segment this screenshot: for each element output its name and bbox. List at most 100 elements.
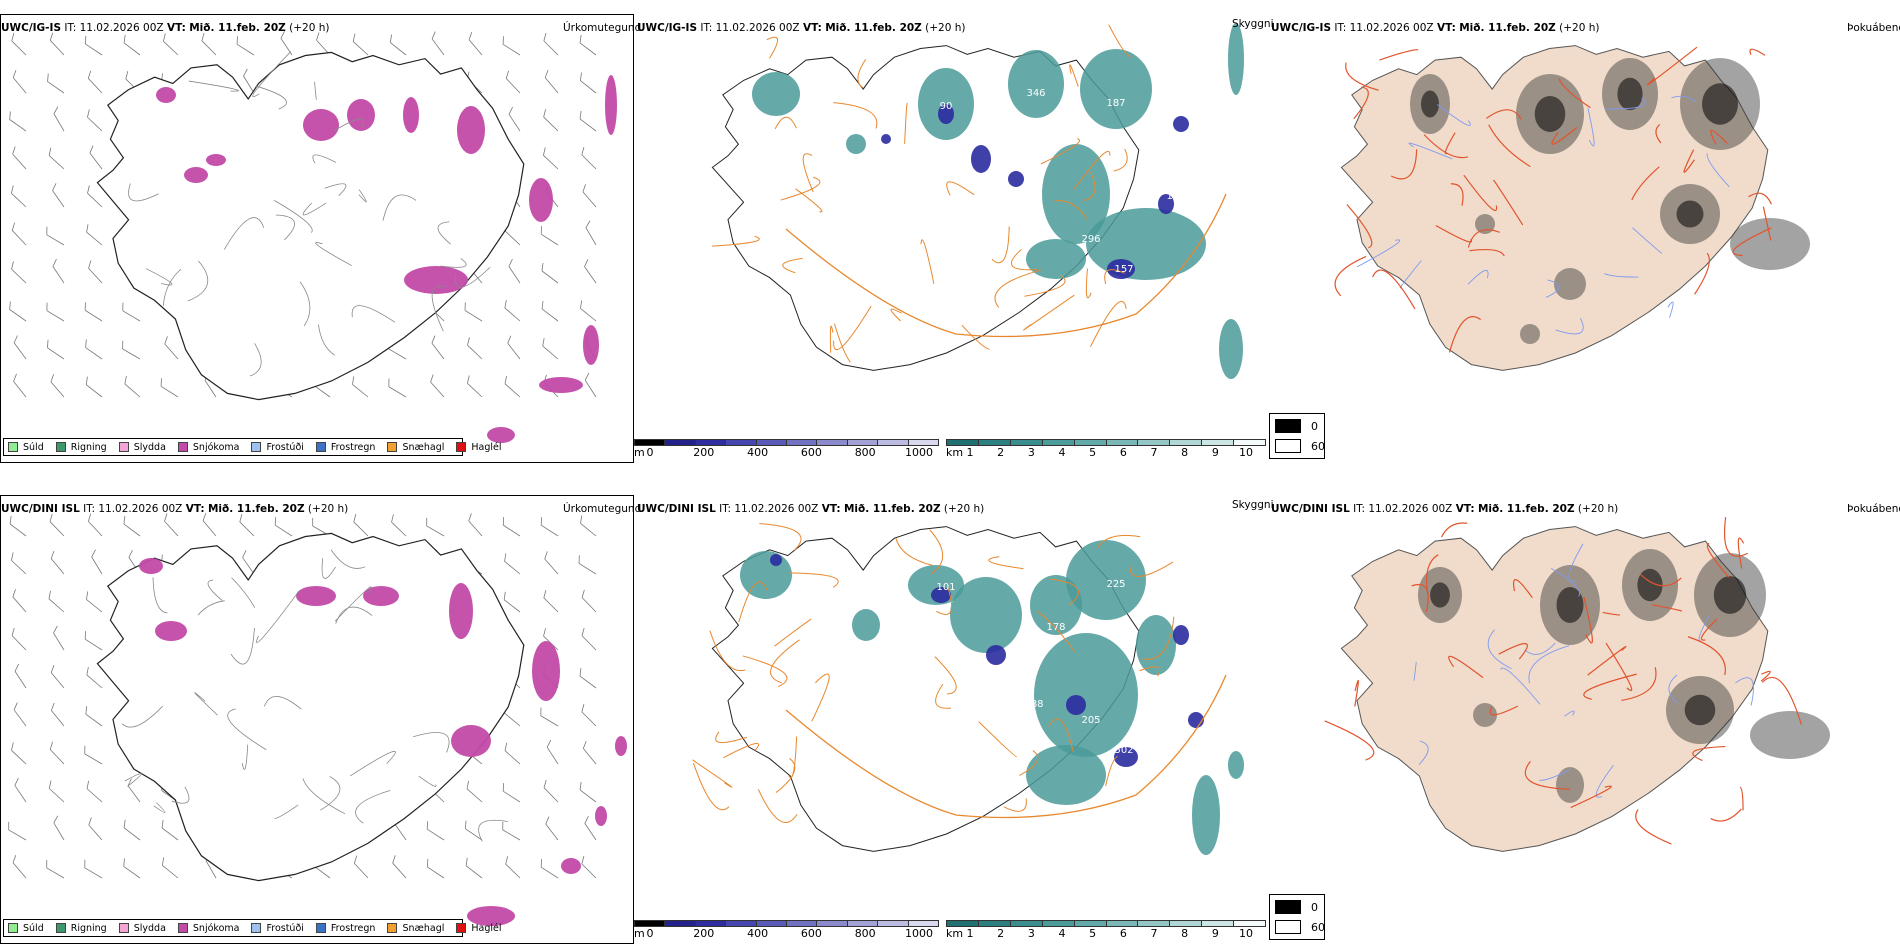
colorbar-tick: 10 xyxy=(1239,446,1253,459)
legend-label: Súld xyxy=(23,441,44,453)
legend-swatch xyxy=(8,923,18,933)
legend-label: Haglél xyxy=(471,922,502,934)
precip-legend-item: Rigning xyxy=(55,441,107,453)
legend-swatch xyxy=(177,923,188,933)
colorbar-tick: 3 xyxy=(1027,927,1035,940)
cloudbase-colorbar-ig: m 0 200 400 600 800 1000 xyxy=(634,439,939,461)
colorbar-segment xyxy=(847,921,879,926)
legend-label: Rigning xyxy=(70,922,107,934)
cloud-base-label: 101 xyxy=(936,582,955,593)
colorbar-segment xyxy=(908,440,939,445)
visibility-colorbar-dini: km 1 2 3 4 5 6 7 8 9 10 xyxy=(946,920,1266,942)
cloud-base-label: 90 xyxy=(940,101,953,112)
precip-title-dini: UWC/DINI ISL IT: 11.02.2026 00Z VT: Mið.… xyxy=(1,503,349,515)
fog-swatch xyxy=(1275,920,1301,934)
precip-legend: Súld Rigning Slydda Snjókoma Frostúði Frostre… xyxy=(3,919,502,937)
colorbar-segment xyxy=(635,440,666,445)
cloud-base-label: 205 xyxy=(1081,715,1100,726)
fog-swatch xyxy=(1275,439,1301,453)
colorbar-tick: 400 xyxy=(747,446,769,459)
colorbar-segment xyxy=(1234,440,1266,445)
precip-map xyxy=(9,30,617,443)
colorbar-segment xyxy=(726,440,757,445)
colorbar-segment xyxy=(1202,921,1235,926)
precip-label-ig: Úrkomutegund xyxy=(563,22,642,34)
legend-swatch xyxy=(55,442,66,452)
colorbar-segment xyxy=(726,921,757,926)
colorbar-segment xyxy=(978,921,1011,926)
legend-label: Slydda xyxy=(133,922,166,934)
colorbar-tick: 7 xyxy=(1150,446,1158,459)
fog-legend-ig: 0 60 xyxy=(1269,413,1325,459)
colorbar-tick: 5 xyxy=(1089,446,1097,459)
colorbar-tick: 2 xyxy=(997,446,1005,459)
colorbar-tick: 9 xyxy=(1211,446,1219,459)
fog-panel-dini xyxy=(1270,495,1900,915)
colorbar-unit: km xyxy=(946,927,964,940)
colorbar-strip xyxy=(946,920,1266,927)
colorbar-segment xyxy=(878,440,909,445)
colorbar-segment xyxy=(1106,921,1139,926)
colorbar-unit: m xyxy=(634,927,645,940)
fog-legend-item: 0 xyxy=(1275,419,1318,433)
colorbar-strip xyxy=(634,920,939,927)
precip-legend-item: Snjókoma xyxy=(177,441,240,453)
legend-swatch xyxy=(315,923,326,933)
colorbar-segment xyxy=(947,440,979,445)
legend-label: Frostúði xyxy=(266,922,304,934)
colorbar-segment xyxy=(978,440,1011,445)
cloud-label-ig: Skyggni xyxy=(1232,18,1274,30)
colorbar-segment xyxy=(695,921,727,926)
precip-legend-item: Snæhagl xyxy=(387,923,444,934)
colorbar-segment xyxy=(756,921,788,926)
colorbar-tick: 0 xyxy=(646,446,654,459)
precip-type-panel-dini: Súld Rigning Slydda Snjókoma Frostúði Frostre… xyxy=(0,495,634,944)
cloud-base-label: 346 xyxy=(1026,88,1045,99)
cloud-base-label: 187 xyxy=(1106,98,1125,109)
fog-legend-label: 60 xyxy=(1311,920,1325,934)
cloud-title-ig: UWC/IG-IS IT: 11.02.2026 00Z VT: Mið. 11… xyxy=(637,22,966,34)
fog-legend-label: 0 xyxy=(1311,419,1318,433)
colorbar-segment xyxy=(1042,921,1075,926)
colorbar-tick: 4 xyxy=(1058,927,1066,940)
colorbar-tick: 6 xyxy=(1119,446,1127,459)
cloud-base-label: 157 xyxy=(1114,264,1133,275)
colorbar-segment xyxy=(1170,440,1203,445)
colorbar-segment xyxy=(908,921,939,926)
legend-label: Snæhagl xyxy=(402,922,445,934)
colorbar-segment xyxy=(847,440,879,445)
legend-label: Rigning xyxy=(70,441,107,453)
cloud-base-label: 180 xyxy=(1166,191,1185,202)
cloud-visibility-panel-dini: 101 510 225 178 88 688 205 502 557 133 xyxy=(636,495,1266,935)
precip-label-dini: Úrkomutegund xyxy=(563,503,642,515)
cloud-label-dini: Skyggni xyxy=(1232,499,1274,511)
cloud-base-label: 502 xyxy=(1114,745,1133,756)
colorbar-segment xyxy=(756,440,788,445)
legend-swatch xyxy=(387,442,398,452)
colorbar-segment xyxy=(1202,440,1235,445)
precip-type-panel-ig: Súld Rigning Slydda Snjókoma Frostúði Frostre… xyxy=(0,14,634,463)
colorbar-segment xyxy=(1010,921,1043,926)
colorbar-tick: 10 xyxy=(1239,927,1253,940)
legend-swatch xyxy=(251,442,262,452)
legend-label: Snæhagl xyxy=(402,441,445,453)
legend-swatch xyxy=(177,442,188,452)
fog-swatch xyxy=(1275,900,1301,914)
cloud-base-label: 59 xyxy=(1050,141,1063,152)
legend-label: Frostregn xyxy=(330,922,376,934)
legend-label: Snjókoma xyxy=(192,922,240,934)
precip-legend-item: Rigning xyxy=(55,922,107,934)
colorbar-segment xyxy=(695,440,727,445)
precip-legend-item: Frostregn xyxy=(315,442,375,453)
cloud-base-label: 37 xyxy=(975,216,988,227)
fog-legend-item: 0 xyxy=(1275,900,1318,914)
legend-label: Snjókoma xyxy=(192,441,240,453)
colorbar-tick: 5 xyxy=(1089,927,1097,940)
cloud-base-label: 88 xyxy=(1145,597,1158,608)
cloud-base-label: 133 xyxy=(1166,672,1185,683)
cloud-title-dini: UWC/DINI ISL IT: 11.02.2026 00Z VT: Mið.… xyxy=(637,503,985,515)
visibility-colorbar-ig: km 1 2 3 4 5 6 7 8 9 10 xyxy=(946,439,1266,461)
colorbar-tick: 1000 xyxy=(905,927,933,940)
colorbar-segment xyxy=(817,440,848,445)
colorbar-tick: 200 xyxy=(693,446,715,459)
